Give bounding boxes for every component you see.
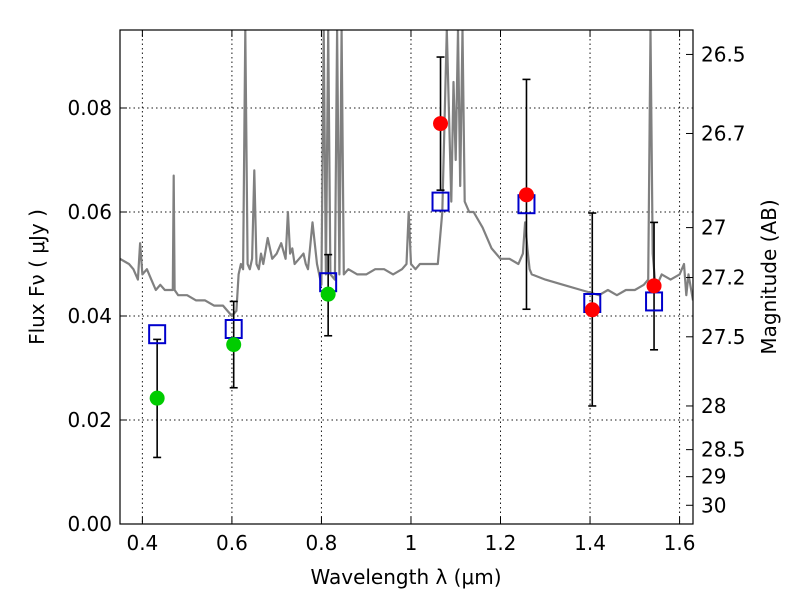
x-tick-label: 1 xyxy=(405,531,418,555)
observed-flux-point xyxy=(226,337,242,353)
observed-flux-point xyxy=(320,286,336,302)
x-tick-label: 1.4 xyxy=(574,531,606,555)
observed-flux-point xyxy=(149,390,165,406)
x-tick-label: 0.8 xyxy=(306,531,338,555)
right-tick-label: 26.5 xyxy=(701,42,746,66)
observed-flux-point xyxy=(518,187,534,203)
right-tick-label: 27.5 xyxy=(701,325,746,349)
y-axis-title: Flux Fν ( μJy ) xyxy=(25,209,49,345)
x-tick-label: 1.6 xyxy=(664,531,696,555)
x-tick-label: 0.6 xyxy=(216,531,248,555)
right-tick-label: 28.5 xyxy=(701,438,746,462)
x-tick-label: 1.2 xyxy=(485,531,517,555)
y-tick-label: 0.04 xyxy=(67,304,112,328)
x-axis-title: Wavelength λ (μm) xyxy=(310,565,501,589)
plot-frame xyxy=(119,29,694,525)
axis-ticks xyxy=(120,30,693,525)
observed-flux-point xyxy=(584,302,600,318)
grid-lines xyxy=(120,30,693,525)
right-tick-label: 27.2 xyxy=(701,266,746,290)
right-tick-label: 28 xyxy=(701,394,726,418)
y-tick-label: 0.08 xyxy=(67,96,112,120)
model-flux-square xyxy=(148,324,167,345)
x-tick-label: 0.4 xyxy=(126,531,158,555)
right-tick-label: 30 xyxy=(701,493,726,517)
y-tick-label: 0.02 xyxy=(67,408,112,432)
plot-area xyxy=(120,30,693,459)
right-tick-label: 29 xyxy=(701,465,726,489)
right-tick-label: 26.7 xyxy=(701,121,746,145)
y-tick-label: 0.06 xyxy=(67,200,112,224)
right-tick-label: 27 xyxy=(701,216,726,240)
observed-flux-point xyxy=(433,116,449,132)
y-tick-label: 0.00 xyxy=(67,512,112,536)
spectrum-line xyxy=(120,30,693,318)
axis-labels: 0.4 0.6 0.8 1 1.2 1.4 1.6 0.00 0.02 0.04 0.06 0.08 2… xyxy=(67,42,745,555)
model-flux-square xyxy=(431,191,450,212)
right-axis-title: Magnitude (AB) xyxy=(757,199,781,354)
observed-flux-point xyxy=(646,278,662,294)
